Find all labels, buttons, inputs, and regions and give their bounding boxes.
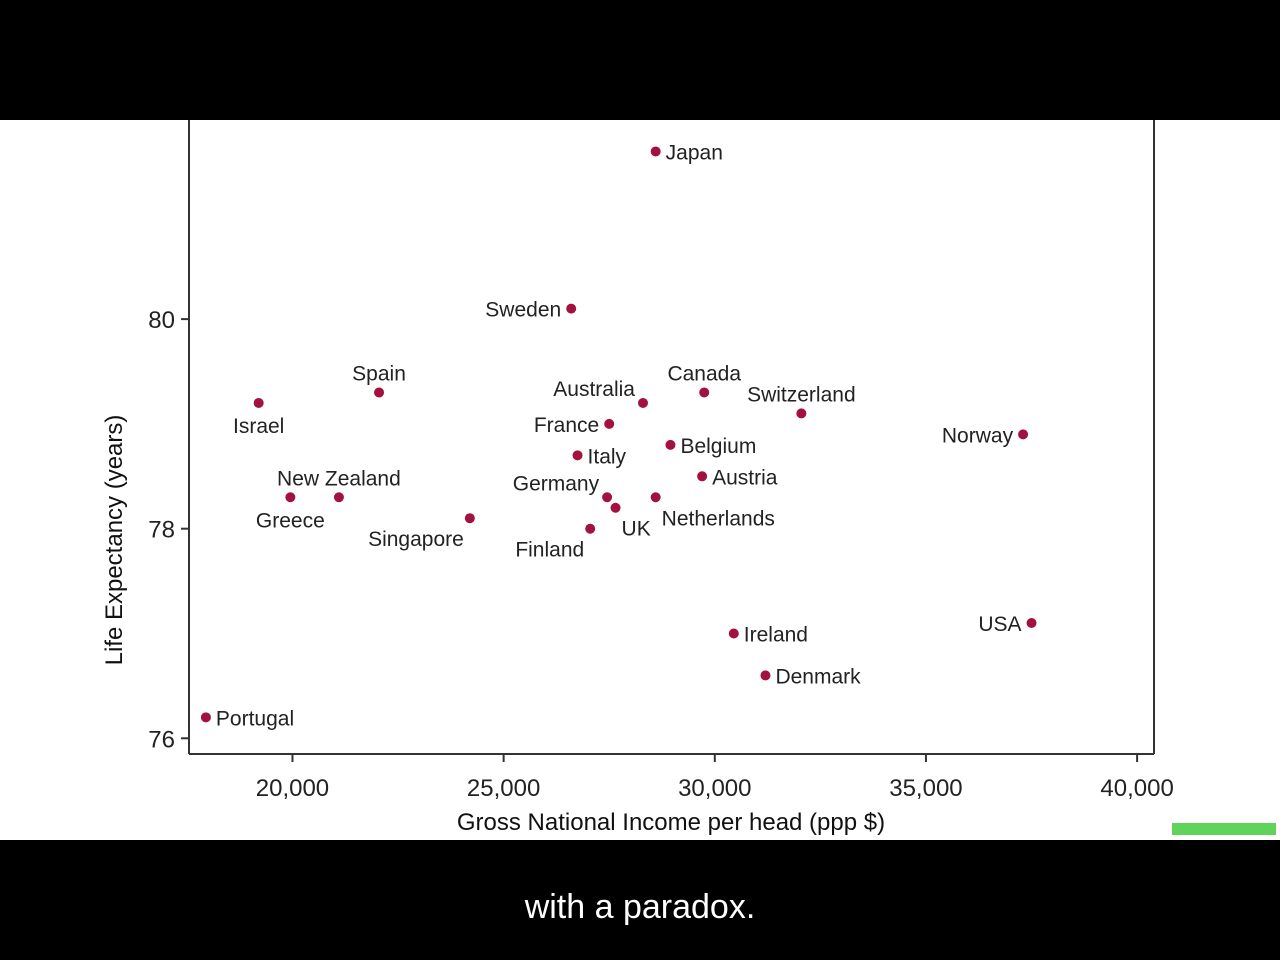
point-label-sweden: Sweden xyxy=(485,299,561,322)
y-tick-label: 78 xyxy=(148,517,175,544)
data-point-switzerland xyxy=(796,408,807,419)
data-point-israel xyxy=(253,397,264,408)
x-axis: 20,000 25,000 30,000 35,000 40,000 xyxy=(256,754,1174,802)
data-point-sweden xyxy=(566,303,577,314)
data-point-canada xyxy=(699,387,710,398)
data-point-ireland xyxy=(728,628,739,639)
point-label-austria: Austria xyxy=(712,466,778,489)
y-tick-label: 80 xyxy=(148,307,175,334)
data-point-finland xyxy=(585,523,596,534)
point-label-ireland: Ireland xyxy=(744,623,808,646)
data-point-usa xyxy=(1026,618,1037,629)
y-tick-label: 76 xyxy=(148,726,175,753)
point-label-germany: Germany xyxy=(513,472,600,495)
data-point-greece xyxy=(285,492,296,503)
subtitle-caption: with a paradox. xyxy=(524,888,756,926)
point-label-greece: Greece xyxy=(256,509,325,532)
x-tick-label: 35,000 xyxy=(889,775,962,802)
point-label-japan: Japan xyxy=(666,141,723,164)
point-label-singapore: Singapore xyxy=(368,528,464,551)
point-label-australia: Australia xyxy=(553,378,635,401)
point-label-france: France xyxy=(534,414,599,437)
point-label-canada: Canada xyxy=(667,362,741,385)
data-point-italy xyxy=(572,450,583,461)
data-point-netherlands xyxy=(650,492,661,503)
x-tick-label: 30,000 xyxy=(678,775,751,802)
data-point-portugal xyxy=(200,712,211,723)
data-point-japan xyxy=(650,146,661,157)
point-label-switzerland: Switzerland xyxy=(747,383,856,406)
plot-frame xyxy=(188,120,1155,755)
chart-slide: 76 78 80 20,000 25,000 30,000 35,000 40,000 Ja… xyxy=(0,120,1280,840)
y-axis: 76 78 80 xyxy=(148,307,189,753)
data-point-norway xyxy=(1018,429,1029,440)
data-point-australia xyxy=(637,397,648,408)
point-label-denmark: Denmark xyxy=(775,665,861,688)
point-label-norway: Norway xyxy=(942,424,1014,447)
x-tick-label: 25,000 xyxy=(467,775,540,802)
point-label-portugal: Portugal xyxy=(216,707,294,730)
point-label-usa: USA xyxy=(978,613,1021,636)
point-label-italy: Italy xyxy=(588,445,627,468)
point-label-uk: UK xyxy=(622,518,651,541)
data-point-belgium xyxy=(665,439,676,450)
point-label-belgium: Belgium xyxy=(680,435,756,458)
point-label-israel: Israel xyxy=(233,415,284,438)
scatter-chart: 76 78 80 20,000 25,000 30,000 35,000 40,000 Ja… xyxy=(101,120,1174,836)
data-point-new-zealand xyxy=(333,492,344,503)
point-label-new-zealand: New Zealand xyxy=(277,467,401,490)
video-progress-bar[interactable] xyxy=(1172,823,1276,835)
data-point-singapore xyxy=(464,513,475,524)
y-axis-title: Life Expectancy (years) xyxy=(101,415,128,666)
data-points: Japan Sweden Spain Israel Australia Canada Swi… xyxy=(200,141,1037,730)
x-axis-title: Gross National Income per head (ppp $) xyxy=(457,809,885,836)
x-tick-label: 40,000 xyxy=(1100,775,1173,802)
point-label-finland: Finland xyxy=(515,539,584,562)
data-point-france xyxy=(604,418,615,429)
data-point-germany xyxy=(602,492,613,503)
point-label-netherlands: Netherlands xyxy=(662,507,775,530)
data-point-spain xyxy=(374,387,385,398)
data-point-austria xyxy=(697,471,708,482)
x-tick-label: 20,000 xyxy=(256,775,329,802)
point-label-spain: Spain xyxy=(352,362,406,385)
data-point-denmark xyxy=(760,670,771,681)
data-point-uk xyxy=(610,502,621,513)
